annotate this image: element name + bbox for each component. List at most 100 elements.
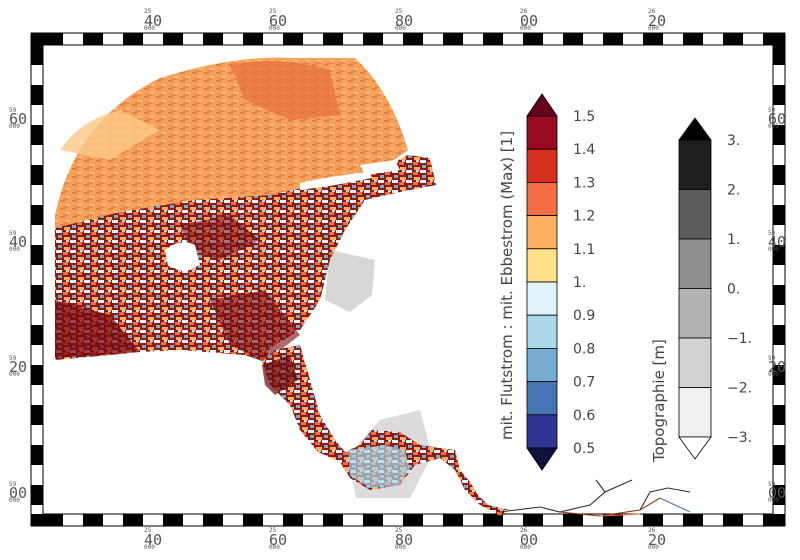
river-network xyxy=(499,479,691,517)
checker-cell xyxy=(483,33,503,45)
ratio-tick-label: 0.5 xyxy=(573,441,595,457)
ratio-tick-label: 0.9 xyxy=(573,308,595,324)
checker-cell xyxy=(773,405,785,425)
lon-tick-top: 00 xyxy=(520,12,538,30)
lat-tick-right: 20 xyxy=(768,358,786,376)
checker-cell xyxy=(31,405,43,425)
ratio-field xyxy=(55,57,510,516)
topo-tick-label: 1. xyxy=(727,232,740,248)
checker-cell xyxy=(403,514,423,526)
lat-tick-right: 00 xyxy=(768,484,786,502)
checker-cell xyxy=(31,245,43,265)
lat-tick-minor-left: 59 xyxy=(9,481,17,488)
checker-cell xyxy=(603,514,623,526)
topo-swatch xyxy=(678,337,712,388)
topo-swatch xyxy=(678,288,712,339)
lon-tick-suffix-top: 000 xyxy=(648,25,659,32)
topo-tick-label: 0. xyxy=(727,282,740,298)
checker-cell xyxy=(523,33,543,45)
lat-tick-minor-right: 59 xyxy=(768,355,776,362)
checker-cell xyxy=(163,514,183,526)
lon-tick-minor-bottom: 25 xyxy=(144,527,152,534)
lon-tick-minor-top: 25 xyxy=(144,8,152,15)
checker-cell xyxy=(683,33,703,45)
checker-cell xyxy=(163,33,183,45)
topography-colorbar-title: Topographie [m] xyxy=(650,339,668,463)
checker-cell xyxy=(83,514,103,526)
lat-tick-suffix-right: 000 xyxy=(768,497,779,504)
checker-cell xyxy=(363,33,383,45)
lat-tick-left: 20 xyxy=(9,358,27,376)
checker-cell xyxy=(243,514,263,526)
lon-tick-suffix-top: 000 xyxy=(144,25,155,32)
lon-tick-minor-top: 25 xyxy=(269,8,277,15)
checker-cell xyxy=(723,33,743,45)
lat-tick-left: 60 xyxy=(9,110,27,128)
lat-tick-suffix-left: 000 xyxy=(9,371,20,378)
lat-tick-suffix-right: 000 xyxy=(768,246,779,253)
ratio-swatch xyxy=(526,281,558,316)
checker-cell xyxy=(31,85,43,105)
lon-tick-top: 20 xyxy=(648,12,666,30)
checker-cell xyxy=(123,514,143,526)
lat-tick-left: 40 xyxy=(9,233,27,251)
topo-tick-label: −1. xyxy=(727,331,752,347)
checker-cell xyxy=(643,33,663,45)
ratio-tick-label: 1.5 xyxy=(573,109,595,125)
checker-cell xyxy=(283,33,303,45)
lon-tick-top: 60 xyxy=(269,12,287,30)
lon-tick-minor-bottom: 26 xyxy=(520,527,528,534)
checker-cell xyxy=(31,445,43,465)
lat-tick-minor-left: 59 xyxy=(9,107,17,114)
lon-tick-bottom: 60 xyxy=(269,531,287,549)
checker-cell xyxy=(773,365,785,385)
checker-cell xyxy=(603,33,623,45)
checker-cell xyxy=(773,285,785,305)
coordinate-tick-labels: 2540000254000025600002560000258000025800… xyxy=(9,8,786,551)
ratio-swatch xyxy=(526,414,558,449)
ratio-tick-label: 0.8 xyxy=(573,341,595,357)
ratio-tick-label: 1.1 xyxy=(573,242,595,258)
checker-cell xyxy=(773,445,785,465)
lat-tick-minor-left: 59 xyxy=(9,355,17,362)
coordinate-checker-border xyxy=(31,33,785,526)
lon-tick-bottom: 80 xyxy=(395,531,413,549)
ratio-swatch xyxy=(526,215,558,250)
ratio-tick-label: 0.7 xyxy=(573,375,595,391)
topo-under-triangle xyxy=(678,436,712,460)
lat-tick-suffix-left: 000 xyxy=(9,123,20,130)
topo-swatch xyxy=(678,139,712,190)
lat-tick-minor-right: 59 xyxy=(768,230,776,237)
lon-tick-minor-bottom: 25 xyxy=(269,527,277,534)
checker-cell xyxy=(403,33,423,45)
lat-tick-suffix-left: 000 xyxy=(9,497,20,504)
lon-tick-top: 80 xyxy=(395,12,413,30)
lon-tick-suffix-bottom: 000 xyxy=(648,544,659,551)
checker-cell xyxy=(203,514,223,526)
checker-cell xyxy=(31,325,43,345)
checker-cell xyxy=(323,514,343,526)
checker-cell xyxy=(123,33,143,45)
ratio-under-triangle xyxy=(526,447,558,471)
lon-tick-suffix-bottom: 000 xyxy=(520,544,531,551)
topo-swatch xyxy=(678,189,712,240)
lon-tick-bottom: 20 xyxy=(648,531,666,549)
lon-tick-minor-bottom: 25 xyxy=(395,527,403,534)
lat-tick-left: 00 xyxy=(9,484,27,502)
ratio-tick-label: 1.3 xyxy=(573,175,595,191)
checker-cell xyxy=(773,205,785,225)
checker-cell xyxy=(283,514,303,526)
topography-colorbar: 3. 2. 1. 0. −1. −2. −3. xyxy=(678,117,752,460)
lon-tick-minor-bottom: 26 xyxy=(648,527,656,534)
checker-cell xyxy=(773,45,785,65)
ratio-swatch xyxy=(526,381,558,416)
lon-tick-bottom: 00 xyxy=(520,531,538,549)
topo-tick-label: −3. xyxy=(727,430,752,446)
topo-swatch xyxy=(678,387,712,438)
lat-tick-minor-left: 59 xyxy=(9,230,17,237)
lon-tick-bottom: 40 xyxy=(144,531,162,549)
checker-cell xyxy=(443,514,463,526)
checker-cell xyxy=(683,514,703,526)
lon-tick-suffix-bottom: 000 xyxy=(269,544,280,551)
